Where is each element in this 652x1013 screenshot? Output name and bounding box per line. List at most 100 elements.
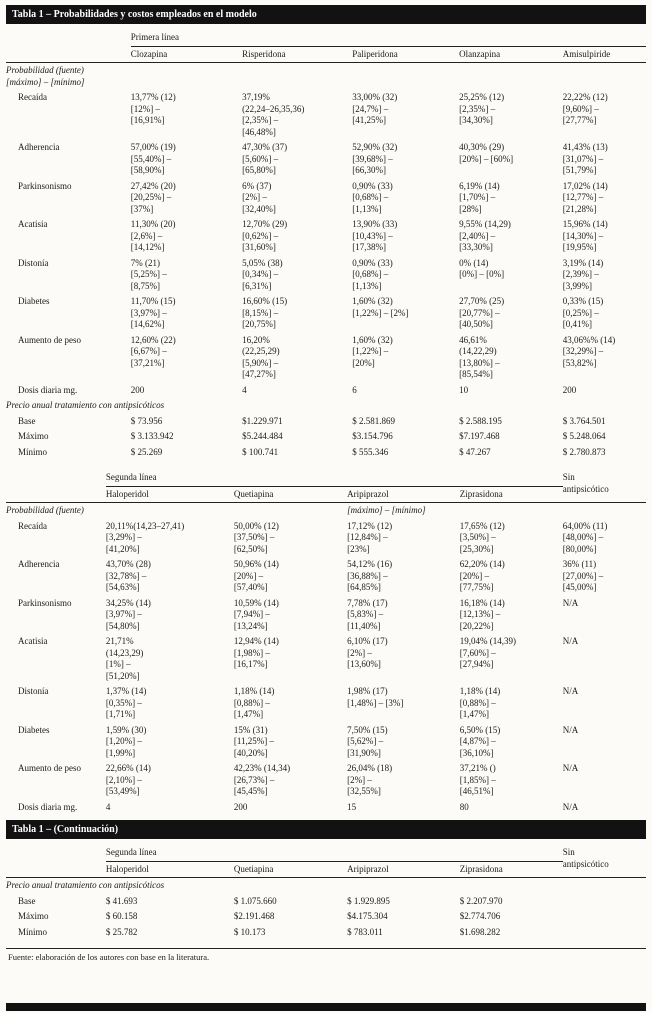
table-row: Parkinsonismo 34,25% (14) [3,97%] – [54,8… bbox=[6, 596, 646, 635]
table-cell: 21,71% (14,23,29) [1%] – [51,20%] bbox=[105, 636, 144, 681]
table-cell: 54,12% (16) [36,88%] – [64,85%] bbox=[347, 559, 393, 592]
table-row: Distonía 7% (21) [5,25%] – [8,75%] 5,05% (… bbox=[6, 256, 646, 295]
col-header-ziprasidona: Ziprasidona bbox=[459, 486, 563, 503]
table-cell: 22,22% (12) [9,60%] – [27,77%] bbox=[562, 92, 608, 125]
row-label: Mínimo bbox=[18, 926, 48, 937]
table-cell bbox=[563, 909, 646, 925]
row-label: Base bbox=[18, 415, 36, 426]
table-cell: 200 bbox=[562, 384, 577, 395]
row-label: Diabetes bbox=[18, 724, 50, 735]
table-cell: $ 73.956 bbox=[130, 415, 163, 426]
table-cell: 4 bbox=[105, 801, 111, 812]
row-label: Acatisia bbox=[18, 636, 48, 646]
col-header-amisulpiride: Amisulpiride bbox=[562, 46, 646, 63]
row-label: Máximo bbox=[18, 431, 49, 441]
row-label: Dosis diaria mg. bbox=[18, 384, 78, 395]
table-cell: 7,50% (15) [5,62%] – [31,90%] bbox=[347, 724, 388, 758]
row-label: Recaída bbox=[18, 520, 47, 531]
primera-header: Primera línea Clozapina Risperidona Pali… bbox=[6, 30, 646, 63]
table-row: Acatisia 11,30% (20) [2,6%] – [14,12%] 12,… bbox=[6, 217, 646, 256]
empty-cell bbox=[6, 46, 131, 63]
empty-cell bbox=[6, 861, 106, 878]
table-row: Recaída 20,11%(14,23–27,41) [3,29%] – [41… bbox=[6, 519, 646, 558]
table-cell: 15 bbox=[347, 801, 357, 812]
table-cell: 1,60% (32) [1,22%] – [20%] bbox=[352, 334, 393, 368]
empty-cell bbox=[6, 470, 106, 486]
table-cell: $1.698.282 bbox=[459, 926, 501, 937]
continuation-section-label: Segunda línea bbox=[105, 845, 563, 862]
row-label: Recaída bbox=[18, 92, 47, 102]
table-row: Mínimo $ 25.782 $ 10.173 $ 783.011 $1.698.28… bbox=[6, 925, 646, 941]
col-header-ziprasidona: Ziprasidona bbox=[459, 861, 563, 878]
table-cell: N/A bbox=[562, 763, 579, 773]
table-row: Dosis diaria mg. 4 200 15 80 N/A bbox=[6, 800, 646, 816]
table-cell: $ 2.207.970 bbox=[459, 895, 503, 906]
table-cell: 13,77% (12) [12%] – [16,91%] bbox=[130, 92, 176, 125]
table-row: Diabetes 11,70% (15) [3,97%] – [14,62%] 16… bbox=[6, 294, 646, 333]
table-cell: 47,30% (37) [5,60%] – [65,80%] bbox=[242, 142, 288, 175]
row-label: Distonía bbox=[18, 686, 49, 696]
table-cell: [máximo] – [mínimo] bbox=[347, 505, 426, 515]
table-cell: 27,70% (25) [20,77%] – [40,50%] bbox=[459, 296, 505, 329]
table-cell: 6 bbox=[352, 384, 357, 395]
table-cell: 62,20% (14) [20%] – [77,75%] bbox=[459, 559, 505, 592]
table-cell: 22,66% (14) [2,10%] – [53,49%] bbox=[105, 763, 151, 796]
bottom-bar bbox=[6, 1003, 646, 1011]
table-cell: 80 bbox=[459, 801, 469, 812]
table-cell: $7.197.468 bbox=[459, 431, 500, 441]
segunda-section-row: Segunda línea Sin antipsicótico bbox=[6, 470, 646, 503]
col-header-olanzapina: Olanzapina bbox=[459, 46, 563, 63]
table-cell: 16,60% (15) [8,15%] – [20,75%] bbox=[242, 296, 288, 329]
table-cell: 1,18% (14) [0,88%] – [1,47%] bbox=[233, 686, 275, 719]
continuation-column-headers: Haloperidol Quetiapina Aripiprazol Zipra… bbox=[6, 861, 646, 878]
table-cell: 42,23% (14,34) [26,73%] – [45,45%] bbox=[233, 763, 291, 796]
table-cell: 34,25% (14) [3,97%] – [54,80%] bbox=[105, 597, 151, 631]
row-label: Aumento de peso bbox=[18, 763, 81, 773]
table-cell: $ 3.764.501 bbox=[562, 415, 606, 426]
table-row: Base $ 73.956 $1.229.971 $ 2.581.869 $ 2.588… bbox=[6, 414, 646, 430]
table-cell: 43,06%% (14) [32,29%] – [53,82%] bbox=[562, 334, 616, 368]
table-cell: 6% (37) [2%] – [32,40%] bbox=[242, 180, 276, 214]
table-row: Base $ 41.693 $ 1.075.660 $ 1.929.895 $ 2.20… bbox=[6, 894, 646, 910]
table-row: Recaída 13,77% (12) [12%] – [16,91%] 37,19… bbox=[6, 90, 646, 140]
table-cell: $5.244.484 bbox=[242, 431, 283, 441]
table-cell: 4 bbox=[242, 384, 247, 395]
table-cell bbox=[460, 503, 563, 519]
row-label: Probabilidad (fuente) bbox=[6, 505, 84, 515]
table-cell: 6,50% (15) [4,87%] – [36,10%] bbox=[459, 724, 501, 758]
table-cell: $ 47.267 bbox=[459, 446, 491, 457]
table-cell: $ 1.929.895 bbox=[347, 895, 390, 906]
table-cell: 52,90% (32) [39,68%] – [66,30%] bbox=[352, 142, 398, 175]
table-cell: 11,30% (20) [2,6%] – [14,12%] bbox=[130, 219, 176, 252]
continuation-bar: Tabla 1 – (Continuación) bbox=[6, 820, 646, 839]
table-cell: 0,90% (33) [0,68%] – [1,13%] bbox=[352, 257, 393, 291]
table-cell: N/A bbox=[562, 636, 579, 646]
col-header-aripiprazol: Aripiprazol bbox=[347, 486, 460, 503]
table-cell: $2.774.706 bbox=[459, 911, 501, 921]
table-cell: 9,55% (14,29) [2,40%] – [33,30%] bbox=[459, 219, 511, 252]
table-cell: 0,90% (33) [0,68%] – [1,13%] bbox=[352, 180, 393, 214]
continuation-body: Precio anual tratamiento con antipsicóti… bbox=[6, 878, 646, 941]
col-header-clozapina: Clozapina bbox=[130, 46, 243, 63]
table-cell: 16,20% (22,25,29) [5,90%] – [47,27%] bbox=[242, 334, 280, 380]
table-cell: 15,96% (14) [14,30%] – [19,95%] bbox=[562, 219, 608, 252]
segunda-header: Segunda línea Sin antipsicótico Haloperi… bbox=[6, 470, 646, 503]
table-cell: $ 100.741 bbox=[242, 446, 279, 457]
table-cell bbox=[563, 925, 646, 941]
table-row: Adherencia 43,70% (28) [32,78%] – [54,63%… bbox=[6, 557, 646, 596]
segunda-body: Probabilidad (fuente) [máximo] – [mínimo]… bbox=[6, 503, 646, 816]
table-title-bar: Tabla 1 – Probabilidades y costos emplea… bbox=[6, 5, 646, 24]
table-cell: 0% (14) [0%] – [0%] bbox=[459, 257, 505, 280]
table-row: Adherencia 57,00% (19) [55,40%] – [58,90%… bbox=[6, 140, 646, 179]
col-header-haloperidol: Haloperidol bbox=[105, 486, 234, 503]
table-row: Acatisia 21,71% (14,23,29) [1%] – [51,20%… bbox=[6, 634, 646, 684]
table-cell: 37,21% () [1,85%] – [46,51%] bbox=[459, 763, 496, 796]
table-cell: 13,90% (33) [10,43%] – [17,38%] bbox=[352, 219, 398, 252]
table-cell: 12,60% (22) [6,67%] – [37,21%] bbox=[130, 334, 176, 368]
continuation-table: Segunda línea Sin antipsicótico Haloperi… bbox=[6, 845, 646, 940]
row-subheader: Probabilidad (fuente) [máximo] – [mínimo… bbox=[6, 65, 85, 87]
table-cell: $3.154.796 bbox=[352, 431, 393, 441]
row-label: Distonía bbox=[18, 257, 49, 268]
subheader-row: Probabilidad (fuente) [máximo] – [mínimo… bbox=[6, 63, 646, 91]
empty-cell bbox=[6, 486, 106, 503]
